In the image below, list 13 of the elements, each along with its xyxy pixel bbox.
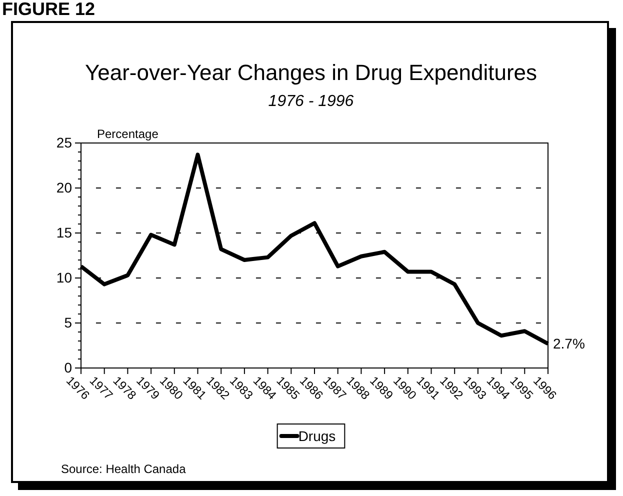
- legend-label: Drugs: [298, 428, 336, 444]
- chart-subtitle: 1976 - 1996: [268, 93, 354, 110]
- y-tick-label: 5: [64, 314, 72, 330]
- source-note: Source: Health Canada: [61, 462, 186, 476]
- chart-title: Year-over-Year Changes in Drug Expenditures: [84, 60, 538, 85]
- annotation: 2.7%: [553, 336, 585, 352]
- y-tick-label: 25: [56, 134, 72, 150]
- y-axis-title: Percentage: [97, 127, 159, 141]
- y-tick-label: 0: [64, 359, 72, 376]
- y-tick-label: 20: [56, 179, 72, 196]
- y-tick-label: 10: [56, 269, 72, 286]
- caption: FIGURE 12: [2, 0, 96, 19]
- y-tick-label: 15: [56, 224, 72, 240]
